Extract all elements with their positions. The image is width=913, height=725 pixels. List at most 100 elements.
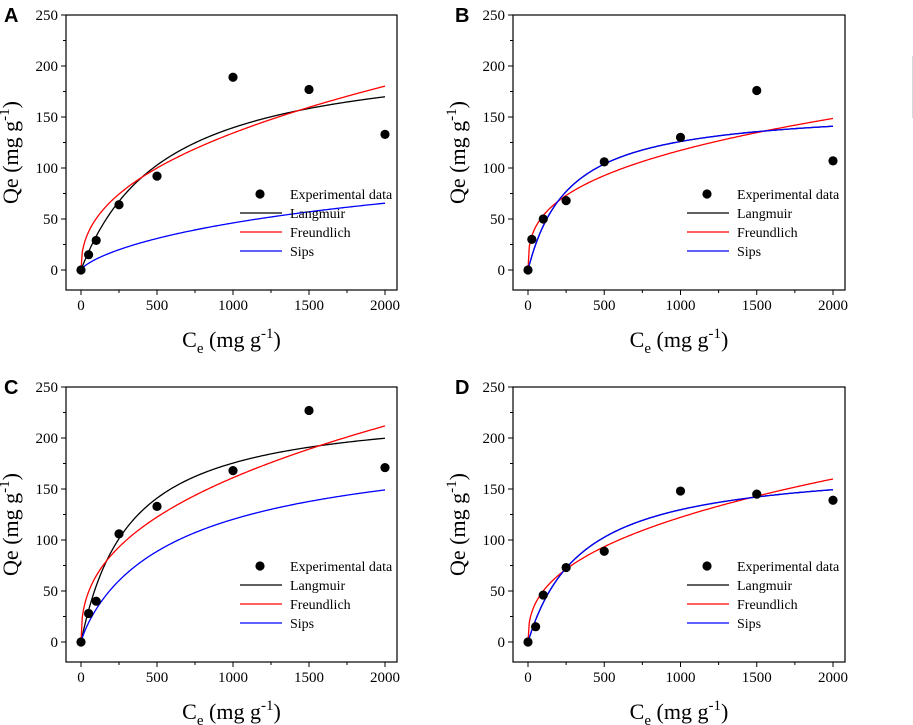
legend-marker-experimental [702,189,712,199]
series-line-freundlich [527,117,834,271]
x-axis-title: Ce (mg g-1) [630,326,729,357]
y-axis-title: Qe (mg g-1) [0,473,23,576]
series-line-sips [80,202,386,271]
x-axis-title-unit: (mg g [204,327,261,352]
experimental-point [84,608,94,619]
legend-label: Experimental data [290,188,393,203]
x-axis-title-main: C [630,699,645,724]
experimental-point [531,622,541,632]
x-axis-title: Ce (mg g-1) [182,326,281,357]
panel-letter: C [4,377,18,399]
y-tick-label: 200 [483,59,506,75]
model-curves [80,85,386,271]
experimental-point [675,132,686,142]
legend-marker-experimental [255,561,265,571]
plot-frame [65,386,398,663]
x-axis-title: Ce (mg g-1) [630,698,729,725]
y-tick-label: 50 [43,584,58,600]
x-axis-title-unit: (mg g [204,699,261,724]
experimental-point [599,157,609,167]
y-axis-title-superscript: -1 [444,108,460,121]
x-tick-label: 1500 [294,670,324,686]
legend-label: Experimental data [290,560,393,575]
experimental-point [538,590,548,600]
plot-frame [512,386,846,663]
y-axis-title-main: Qe (mg g [445,121,470,204]
series-line-freundlich [80,425,386,643]
legend-marker-experimental [255,189,265,199]
y-tick-label: 200 [36,431,59,447]
y-tick-label: 150 [483,482,506,498]
x-tick-label: 0 [77,670,85,686]
model-curves [527,478,834,643]
experimental-point [752,489,762,499]
plot-frame [65,14,398,291]
legend-label: Sips [737,245,761,260]
y-axis-title: Qe (mg g-1) [0,101,23,204]
experimental-point [76,637,86,647]
y-tick-label: 100 [36,161,59,177]
experimental-point [380,129,390,139]
x-axis-title-superscript: -1 [261,698,274,714]
series-line-sips [80,489,386,643]
panel-letter: D [455,377,469,399]
y-tick-label: 200 [36,59,59,75]
x-axis-title-unit: (mg g [651,327,708,352]
experimental-point [828,156,838,166]
legend-label: Langmuir [290,579,346,594]
panel-a: A 0 50 100 150 200 250 0 500 1000 1500 2000 Ce (mg g… [0,5,400,357]
experimental-point [84,250,94,260]
y-axis-title-main: Qe (mg g [0,121,23,204]
y-tick-label: 200 [483,431,506,447]
y-tick-label: 250 [483,8,506,24]
x-axis-title-subscript: e [644,713,651,725]
legend-label: Sips [290,245,314,260]
panel-d: D 0 50 100 150 200 250 0 500 1000 1500 2000 Ce (mg g… [444,377,848,725]
x-tick-label: 1000 [218,670,248,686]
y-tick-label: 150 [36,110,59,126]
experimental-point [304,84,314,95]
y-tick-label: 100 [483,161,506,177]
y-tick-label: 50 [490,212,505,228]
x-tick-label: 0 [77,298,85,314]
experimental-point [523,637,533,647]
y-tick-label: 250 [36,8,59,24]
x-tick-label: 2000 [818,670,848,686]
y-axis-title: Qe (mg g-1) [444,101,470,204]
panel-letter: A [4,5,18,27]
legend-marker-experimental [702,561,712,571]
experimental-point [380,462,390,473]
x-tick-label: 1000 [666,670,696,686]
experimental-point [228,466,238,476]
y-axis-title-superscript: -1 [0,480,13,493]
y-axis-title-close: ) [445,473,470,480]
y-axis-title-main: Qe (mg g [445,493,470,576]
experimental-point [523,265,533,275]
experimental-point [538,214,548,224]
x-tick-label: 500 [593,298,616,314]
model-curves [80,425,386,643]
x-tick-label: 1500 [294,298,324,314]
experimental-point [675,486,686,496]
y-tick-label: 250 [36,380,59,396]
series-line-langmuir [80,437,386,643]
y-tick-label: 150 [36,482,59,498]
x-tick-label: 1500 [742,670,772,686]
x-tick-label: 500 [146,298,169,314]
y-axis-title-superscript: -1 [444,480,460,493]
y-axis-title-close: ) [445,101,470,108]
legend-label: Sips [737,617,761,632]
y-tick-label: 0 [51,635,59,651]
y-tick-label: 50 [490,584,505,600]
experimental-point [304,405,314,416]
x-tick-label: 1000 [218,298,248,314]
legend-label: Langmuir [290,207,346,222]
x-axis-title-unit: (mg g [651,699,708,724]
experimental-point [599,546,609,556]
experimental-point [114,529,124,539]
y-axis-title-main: Qe (mg g [0,493,23,576]
x-axis-title-close: ) [721,327,728,352]
experimental-point [561,562,571,573]
legend-label: Langmuir [737,207,793,222]
